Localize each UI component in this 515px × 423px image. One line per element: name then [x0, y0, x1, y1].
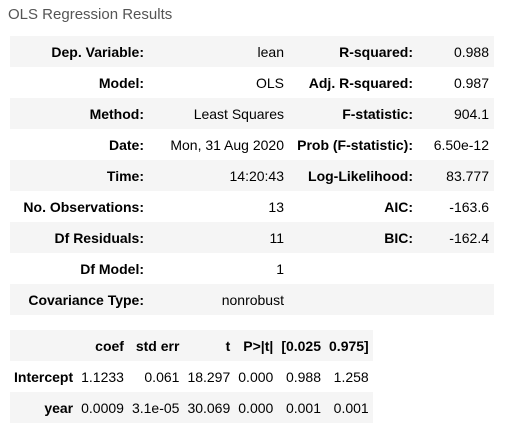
row-label: Model:	[10, 67, 149, 98]
row-value	[418, 284, 494, 315]
row-label: Date:	[10, 129, 149, 160]
row-value: lean	[149, 36, 289, 67]
row-value: 0.988	[418, 36, 494, 67]
ci-lower-cell: 0.988	[277, 361, 326, 392]
row-value	[418, 253, 494, 284]
ci-lower-cell: 0.001	[277, 392, 326, 423]
column-header: t	[183, 330, 235, 361]
table-row: Method: Least Squares F-statistic: 904.1	[10, 98, 494, 129]
row-value: 83.777	[418, 160, 494, 191]
table-row: Covariance Type: nonrobust	[10, 284, 494, 315]
summary-table: Dep. Variable: lean R-squared: 0.988 Mod…	[10, 36, 494, 315]
row-value: Least Squares	[149, 98, 289, 129]
table-row: Df Residuals: 11 BIC: -162.4	[10, 222, 494, 253]
row-value: nonrobust	[149, 284, 289, 315]
column-header: 0.975]	[325, 330, 373, 361]
row-label: F-statistic:	[289, 98, 418, 129]
column-header: [0.025	[277, 330, 326, 361]
row-label: Adj. R-squared:	[289, 67, 418, 98]
table-row: Model: OLS Adj. R-squared: 0.987	[10, 67, 494, 98]
row-label: Method:	[10, 98, 149, 129]
column-header: P>|t|	[234, 330, 278, 361]
row-label: Df Model:	[10, 253, 149, 284]
column-header: std err	[127, 330, 184, 361]
row-label	[289, 284, 418, 315]
coefficient-table: coef std err t P>|t| [0.025 0.975] Inter…	[10, 330, 373, 423]
row-value: -162.4	[418, 222, 494, 253]
table-caption: OLS Regression Results	[8, 6, 173, 23]
row-value: OLS	[149, 67, 289, 98]
row-label: Intercept	[10, 361, 78, 392]
stderr-cell: 3.1e-05	[127, 392, 184, 423]
row-value: 1	[149, 253, 289, 284]
coef-cell: 1.1233	[77, 361, 128, 392]
row-value: 11	[149, 222, 289, 253]
row-label	[289, 253, 418, 284]
t-cell: 30.069	[183, 392, 235, 423]
row-label: No. Observations:	[10, 191, 149, 222]
column-header	[10, 330, 78, 361]
table-row: Df Model: 1	[10, 253, 494, 284]
ci-upper-cell: 1.258	[325, 361, 373, 392]
row-value: Mon, 31 Aug 2020	[149, 129, 289, 160]
table-row: No. Observations: 13 AIC: -163.6	[10, 191, 494, 222]
row-label: BIC:	[289, 222, 418, 253]
row-value: 0.987	[418, 67, 494, 98]
row-label: R-squared:	[289, 36, 418, 67]
t-cell: 18.297	[183, 361, 235, 392]
row-value: 14:20:43	[149, 160, 289, 191]
row-label: AIC:	[289, 191, 418, 222]
table-row: Intercept 1.1233 0.061 18.297 0.000 0.98…	[10, 361, 373, 392]
column-header: coef	[77, 330, 128, 361]
ci-upper-cell: 0.001	[325, 392, 373, 423]
table-row: Time: 14:20:43 Log-Likelihood: 83.777	[10, 160, 494, 191]
p-cell: 0.000	[234, 392, 278, 423]
row-label: year	[10, 392, 78, 423]
table-row: Dep. Variable: lean R-squared: 0.988	[10, 36, 494, 67]
row-value: 6.50e-12	[418, 129, 494, 160]
row-value: -163.6	[418, 191, 494, 222]
header-row: coef std err t P>|t| [0.025 0.975]	[10, 330, 373, 361]
row-value: 13	[149, 191, 289, 222]
row-label: Log-Likelihood:	[289, 160, 418, 191]
stderr-cell: 0.061	[127, 361, 184, 392]
p-cell: 0.000	[234, 361, 278, 392]
table-row: year 0.0009 3.1e-05 30.069 0.000 0.001 0…	[10, 392, 373, 423]
row-label: Df Residuals:	[10, 222, 149, 253]
row-value: 904.1	[418, 98, 494, 129]
table-row: Date: Mon, 31 Aug 2020 Prob (F-statistic…	[10, 129, 494, 160]
row-label: Prob (F-statistic):	[289, 129, 418, 160]
row-label: Dep. Variable:	[10, 36, 149, 67]
row-label: Covariance Type:	[10, 284, 149, 315]
coef-cell: 0.0009	[77, 392, 128, 423]
row-label: Time:	[10, 160, 149, 191]
